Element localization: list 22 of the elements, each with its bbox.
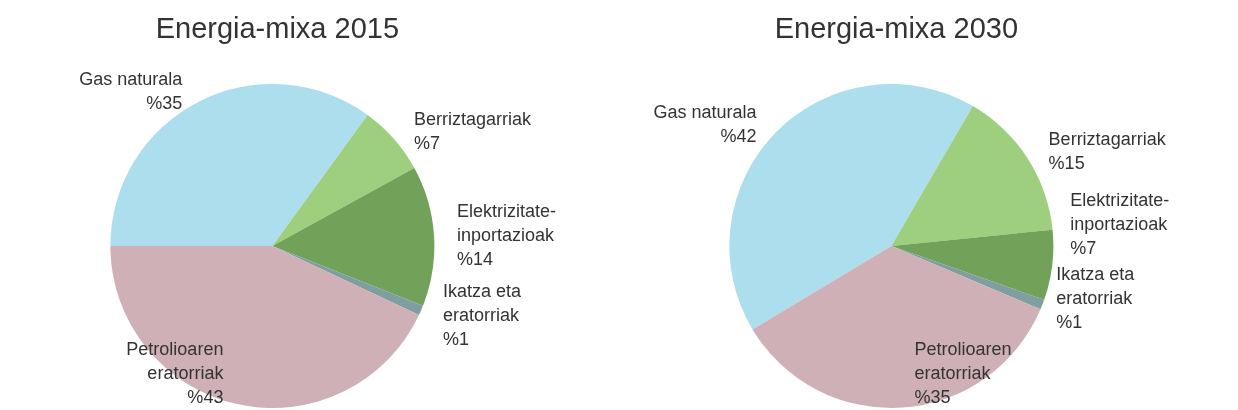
slice-label: Ikatza eta eratorriak <box>443 281 523 326</box>
slice-label: Berriztagarriak <box>1048 129 1167 150</box>
data-label: %7 <box>1070 238 1097 259</box>
data-label: %43 <box>187 387 224 407</box>
slice-label: Berriztagarriak <box>413 108 532 129</box>
slice-label: Elektrizitate-inportazioak <box>1070 190 1170 235</box>
data-label: %14 <box>457 249 494 270</box>
chart-title: Energia-mixa 2030 <box>774 11 1019 44</box>
slice-label: Petrolioaren eratorriak <box>914 339 1012 383</box>
slice-label: Gas naturala <box>79 68 184 89</box>
data-label: %35 <box>914 387 951 407</box>
data-label: %1 <box>443 329 470 350</box>
slice-label: Gas naturala <box>653 101 758 122</box>
data-label: %1 <box>1056 312 1083 333</box>
slice-label: Petrolioaren eratorriak <box>126 339 225 383</box>
slice-label: Ikatza eta eratorriak <box>1056 264 1136 309</box>
data-label: %7 <box>413 132 440 153</box>
chart-title: Energia-mixa 2015 <box>155 11 400 44</box>
data-label: %15 <box>1048 153 1085 174</box>
data-label: %35 <box>146 92 183 113</box>
slice-label: Elektrizitate-inportazioak <box>457 201 557 246</box>
data-label: %42 <box>720 125 757 146</box>
